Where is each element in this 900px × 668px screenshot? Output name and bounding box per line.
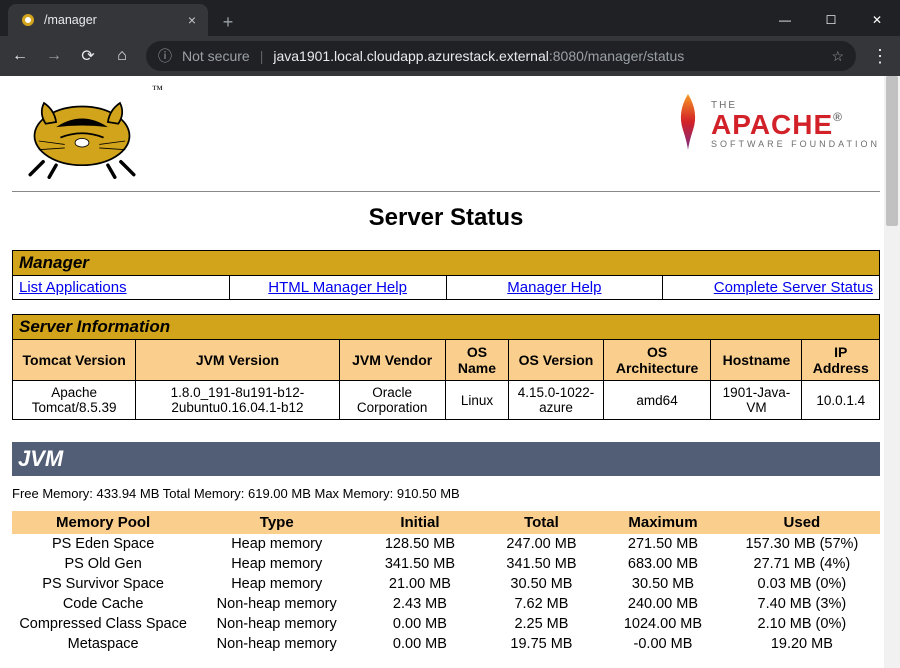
tomcat-icon	[12, 84, 152, 179]
manager-table: Manager List Applications HTML Manager H…	[12, 250, 880, 300]
val-os-name: Linux	[445, 381, 509, 420]
jvm-section-header: JVM	[12, 442, 880, 476]
mem-row: PS Survivor SpaceHeap memory21.00 MB30.5…	[12, 574, 880, 594]
tomcat-logo: ™	[12, 84, 163, 183]
window-maximize-button[interactable]: ☐	[808, 4, 854, 36]
window-minimize-button[interactable]: —	[762, 4, 808, 36]
mem-row: Compressed Class SpaceNon-heap memory0.0…	[12, 614, 880, 634]
brand-header: ™ THE APACHE® SOFTWARE FOUNDATION	[12, 84, 880, 183]
apache-logo: THE APACHE® SOFTWARE FOUNDATION	[671, 84, 880, 156]
browser-tab[interactable]: /manager ×	[8, 4, 208, 36]
address-bar: ← → ⟳ ⌂ ⓘ Not secure | java1901.local.cl…	[0, 36, 900, 76]
window-controls: — ☐ ✕	[762, 4, 900, 36]
server-info-header: Server Information	[13, 315, 880, 340]
link-list-applications[interactable]: List Applications	[19, 279, 127, 296]
header-separator	[12, 191, 880, 192]
link-manager-help[interactable]: Manager Help	[507, 279, 601, 296]
mem-col-pool: Memory Pool	[12, 511, 194, 534]
tab-title: /manager	[44, 13, 97, 27]
tab-favicon-icon	[20, 12, 36, 28]
val-ip: 10.0.1.4	[802, 381, 880, 420]
mem-row: PS Old GenHeap memory341.50 MB341.50 MB6…	[12, 554, 880, 574]
mem-col-max: Maximum	[602, 511, 724, 534]
mem-row: PS Eden SpaceHeap memory128.50 MB247.00 …	[12, 534, 880, 554]
page-viewport: ™ THE APACHE® SOFTWARE FOUNDATION	[0, 76, 900, 668]
mem-row: Code CacheNon-heap memory2.43 MB7.62 MB2…	[12, 594, 880, 614]
mem-col-total: Total	[481, 511, 603, 534]
col-os-name: OS Name	[445, 340, 509, 381]
site-info-icon[interactable]: ⓘ	[158, 46, 172, 66]
omnibox[interactable]: ⓘ Not secure | java1901.local.cloudapp.a…	[146, 41, 856, 71]
val-hostname: 1901-Java-VM	[711, 381, 802, 420]
col-tomcat-version: Tomcat Version	[13, 340, 136, 381]
url-text: java1901.local.cloudapp.azurestack.exter…	[273, 48, 684, 64]
apache-registered: ®	[833, 110, 843, 124]
apache-software-foundation: SOFTWARE FOUNDATION	[711, 139, 880, 149]
browser-chrome: /manager × + — ☐ ✕ ← → ⟳ ⌂ ⓘ Not secure …	[0, 0, 900, 76]
val-os-version: 4.15.0-1022-azure	[509, 381, 603, 420]
browser-titlebar: /manager × + — ☐ ✕	[0, 0, 900, 36]
jvm-memory-summary: Free Memory: 433.94 MB Total Memory: 619…	[12, 486, 880, 501]
link-complete-server-status[interactable]: Complete Server Status	[714, 279, 873, 296]
val-tomcat-version: Apache Tomcat/8.5.39	[13, 381, 136, 420]
tomcat-trademark: ™	[152, 84, 163, 96]
scrollbar-thumb[interactable]	[886, 76, 898, 226]
mem-col-initial: Initial	[359, 511, 481, 534]
mem-col-type: Type	[194, 511, 359, 534]
browser-menu-icon[interactable]: ⋮	[870, 46, 890, 67]
new-tab-button[interactable]: +	[214, 8, 242, 36]
nav-reload-icon[interactable]: ⟳	[78, 46, 98, 66]
col-ip: IP Address	[802, 340, 880, 381]
nav-home-icon[interactable]: ⌂	[112, 47, 132, 65]
manager-header: Manager	[13, 251, 880, 276]
nav-back-icon[interactable]: ←	[10, 47, 30, 65]
col-os-version: OS Version	[509, 340, 603, 381]
apache-feather-icon	[671, 92, 705, 156]
window-close-button[interactable]: ✕	[854, 4, 900, 36]
col-os-arch: OS Architecture	[603, 340, 711, 381]
val-os-arch: amd64	[603, 381, 711, 420]
server-info-table: Server Information Tomcat Version JVM Ve…	[12, 314, 880, 420]
mem-col-used: Used	[724, 511, 880, 534]
link-html-manager-help[interactable]: HTML Manager Help	[268, 279, 407, 296]
memory-pool-table: Memory Pool Type Initial Total Maximum U…	[12, 511, 880, 654]
mem-row: MetaspaceNon-heap memory0.00 MB19.75 MB-…	[12, 634, 880, 654]
col-hostname: Hostname	[711, 340, 802, 381]
not-secure-label: Not secure	[182, 48, 250, 64]
nav-forward-icon: →	[44, 47, 64, 65]
col-jvm-vendor: JVM Vendor	[339, 340, 445, 381]
vertical-scrollbar[interactable]	[884, 76, 900, 668]
col-jvm-version: JVM Version	[136, 340, 339, 381]
apache-name: APACHE	[711, 109, 833, 140]
bookmark-star-icon[interactable]: ☆	[831, 48, 844, 65]
tab-close-icon[interactable]: ×	[188, 12, 196, 28]
val-jvm-vendor: Oracle Corporation	[339, 381, 445, 420]
val-jvm-version: 1.8.0_191-8u191-b12-2ubuntu0.16.04.1-b12	[136, 381, 339, 420]
page-title: Server Status	[12, 204, 880, 232]
